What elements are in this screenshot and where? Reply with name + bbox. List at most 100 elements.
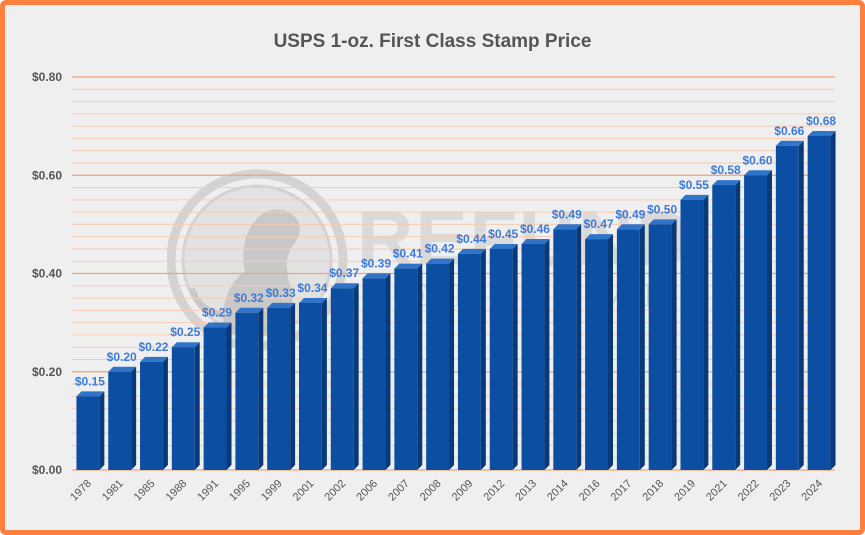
- bar-side: [449, 258, 455, 470]
- bar-side: [417, 263, 423, 470]
- x-tick-label: 2018: [640, 478, 666, 504]
- bar: [235, 312, 259, 470]
- bar-side: [798, 140, 804, 470]
- x-tick-label: 1991: [195, 478, 221, 504]
- data-label: $0.20: [107, 350, 137, 364]
- x-tick-label: 2009: [450, 478, 476, 504]
- bar-side: [766, 170, 772, 470]
- data-label: $0.45: [488, 227, 518, 241]
- x-tick-label: 2016: [577, 478, 603, 504]
- data-label: $0.68: [806, 114, 836, 128]
- data-label: $0.34: [297, 281, 327, 295]
- bar-top: [680, 194, 709, 200]
- data-label: $0.55: [679, 178, 709, 192]
- bar-side: [576, 224, 582, 470]
- data-label: $0.37: [329, 266, 359, 280]
- bar: [267, 307, 291, 470]
- x-tick-label: 2013: [513, 478, 539, 504]
- bar: [648, 224, 672, 470]
- bar: [680, 199, 704, 470]
- bar-top: [171, 342, 200, 348]
- bar: [744, 175, 767, 470]
- data-label: $0.33: [266, 286, 296, 300]
- data-label: $0.15: [75, 374, 105, 388]
- bar-side: [735, 180, 741, 470]
- data-label: $0.22: [138, 340, 168, 354]
- x-tick-label: 2001: [291, 478, 317, 504]
- data-label: $0.32: [234, 291, 264, 305]
- x-tick-label: 2006: [354, 478, 380, 504]
- bar: [140, 361, 163, 470]
- bar-top: [235, 307, 264, 313]
- bar-side: [830, 130, 836, 470]
- data-label: $0.50: [647, 202, 677, 216]
- y-tick-label: $0.40: [32, 267, 62, 281]
- x-tick-label: 1985: [132, 478, 158, 504]
- data-label: $0.39: [361, 256, 391, 270]
- bar-top: [712, 180, 741, 186]
- bar-top: [330, 283, 359, 289]
- bar: [457, 253, 481, 470]
- y-tick-label: $0.20: [32, 365, 62, 379]
- x-tick-label: 1988: [164, 478, 190, 504]
- x-tick-label: 2007: [386, 478, 412, 504]
- bar-top: [616, 224, 645, 230]
- data-label: $0.60: [743, 153, 773, 167]
- data-label: $0.29: [202, 306, 232, 320]
- bar-top: [521, 239, 550, 245]
- data-label: $0.46: [520, 222, 550, 236]
- bar-top: [362, 273, 391, 279]
- bar: [362, 278, 386, 470]
- x-tick-label: 2002: [323, 478, 349, 504]
- x-tick-label: 1981: [100, 478, 126, 504]
- x-tick-label: 2021: [704, 478, 730, 504]
- bar: [585, 239, 609, 470]
- x-tick-label: 2023: [768, 478, 794, 504]
- bar-side: [162, 356, 168, 470]
- data-label: $0.42: [425, 242, 455, 256]
- bar-top: [76, 391, 105, 397]
- y-tick-label: $0.80: [32, 70, 62, 84]
- bar-side: [99, 391, 105, 470]
- bar-top: [140, 356, 168, 362]
- x-tick-label: 2017: [609, 478, 635, 504]
- bar-top: [744, 170, 772, 176]
- bar-top: [807, 130, 836, 136]
- bar-top: [298, 297, 327, 303]
- bar: [775, 145, 799, 470]
- bar-side: [639, 224, 645, 470]
- y-tick-label: $0.00: [32, 463, 62, 477]
- bar-top: [203, 322, 232, 328]
- data-label: $0.58: [711, 163, 741, 177]
- bar-side: [671, 219, 677, 470]
- y-tick-label: $0.60: [32, 168, 62, 182]
- bar-side: [194, 342, 200, 470]
- bar: [108, 371, 132, 470]
- data-label: $0.66: [774, 124, 804, 138]
- bar: [521, 244, 545, 470]
- data-label: $0.49: [615, 207, 645, 221]
- data-label: $0.49: [552, 207, 582, 221]
- bar-side: [608, 234, 614, 470]
- data-label: $0.25: [170, 325, 200, 339]
- x-tick-label: 2012: [482, 478, 508, 504]
- x-tick-label: 2008: [418, 478, 444, 504]
- x-tick-label: 1999: [259, 478, 285, 504]
- chart-title: USPS 1-oz. First Class Stamp Price: [273, 31, 592, 52]
- bar-chart: $0.00 $0.20 $0.40 $0.60 $0.80 $0.15 1978 $0.20 1…: [32, 70, 836, 504]
- bar: [426, 263, 450, 470]
- bar: [76, 396, 100, 470]
- bar: [489, 248, 513, 470]
- bar-side: [703, 194, 709, 470]
- bar-top: [108, 366, 137, 372]
- bar-top: [426, 258, 455, 264]
- bar-top: [585, 234, 614, 240]
- bar-top: [489, 243, 518, 249]
- data-label: $0.41: [393, 247, 423, 261]
- bar-top: [648, 219, 677, 225]
- bar: [298, 302, 322, 470]
- bar-side: [480, 248, 486, 470]
- x-tick-label: 2022: [736, 478, 762, 504]
- bar: [712, 185, 736, 470]
- bar-top: [775, 140, 804, 146]
